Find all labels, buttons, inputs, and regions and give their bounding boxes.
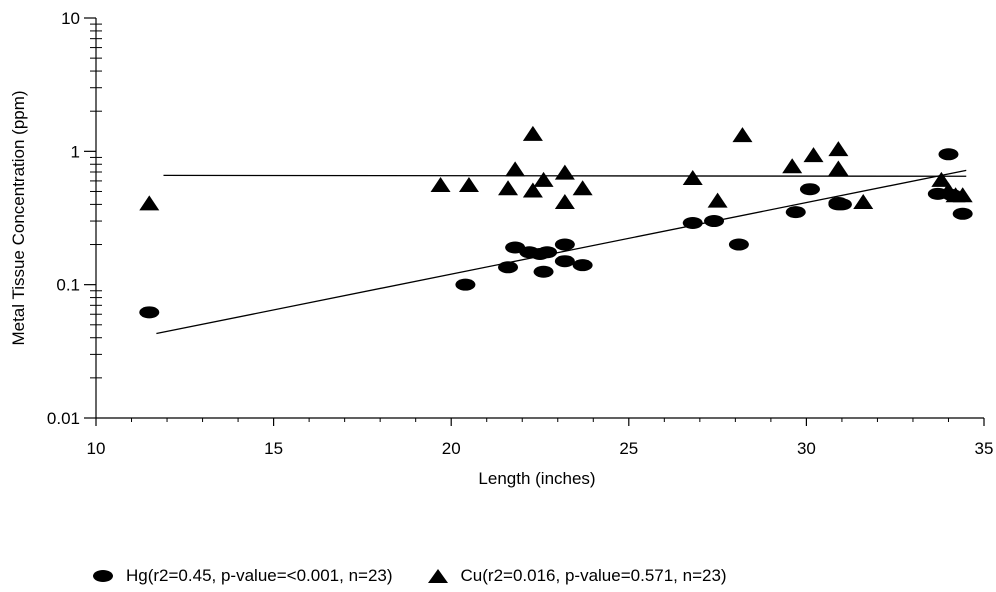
cu-point [682,170,703,186]
x-tick-label: 25 [619,439,638,458]
cu-point [931,171,952,187]
x-tick-label: 10 [87,439,106,458]
cu-point [522,125,543,141]
hg-point [728,238,749,251]
cu-point [458,176,479,192]
fit-lines [156,169,967,335]
hg-point [938,148,959,161]
hg-point [533,265,554,278]
ellipse-marker-icon [93,570,113,582]
y-tick-label: 0.01 [47,409,80,428]
hg-point [682,217,703,230]
axes: 10 15 20 25 30 35 0.01 0.1 1 10 [47,9,994,458]
cu-point [828,141,849,157]
y-tick-label: 10 [61,9,80,28]
cu-point [707,192,728,208]
triangle-marker-icon [427,569,448,583]
x-tick-label: 20 [442,439,461,458]
legend-item-cu: Cu(r2=0.016, p-value=0.571, n=23) [427,566,727,586]
x-tick-label: 15 [264,439,283,458]
hg-point [139,306,160,319]
legend-label-cu: Cu(r2=0.016, p-value=0.571, n=23) [460,566,727,585]
cu-point [554,164,575,180]
cu-point [554,193,575,209]
x-axis-title: Length (inches) [478,469,595,488]
cu-point [828,160,849,176]
y-axis-title: Metal Tissue Concentration (ppm) [9,90,28,345]
hg-point [831,198,852,211]
cu-point [853,193,874,209]
hg-point [704,215,725,228]
legend: Hg(r2=0.45, p-value=<0.001, n=23) Cu(r2=… [92,564,761,588]
cu-point [533,171,554,187]
cu-point [505,161,526,177]
hg-point [785,206,806,219]
legend-label-hg: Hg(r2=0.45, p-value=<0.001, n=23) [126,566,393,585]
x-tick-label: 30 [797,439,816,458]
hg-point [799,183,820,196]
hg-point [498,261,519,274]
cu-point [572,180,593,196]
y-tick-label: 0.1 [56,276,80,295]
cu-point [803,147,824,163]
cu-point [732,127,753,143]
hg-point [554,255,575,268]
cu-point [139,195,160,211]
cu-point [498,180,519,196]
hg-point [537,246,558,259]
cu-point [952,187,973,203]
y-tick-label: 1 [71,142,80,161]
data-points [139,125,973,319]
hg-point [572,259,593,272]
cu-point [522,182,543,198]
legend-item-hg: Hg(r2=0.45, p-value=<0.001, n=23) [92,566,393,586]
x-tick-label: 35 [975,439,994,458]
hg-point [554,238,575,251]
hg-point [455,278,476,291]
cu-point [782,158,803,174]
cu-point [430,176,451,192]
hg-point [952,207,973,220]
fit-line-hg [156,169,967,335]
